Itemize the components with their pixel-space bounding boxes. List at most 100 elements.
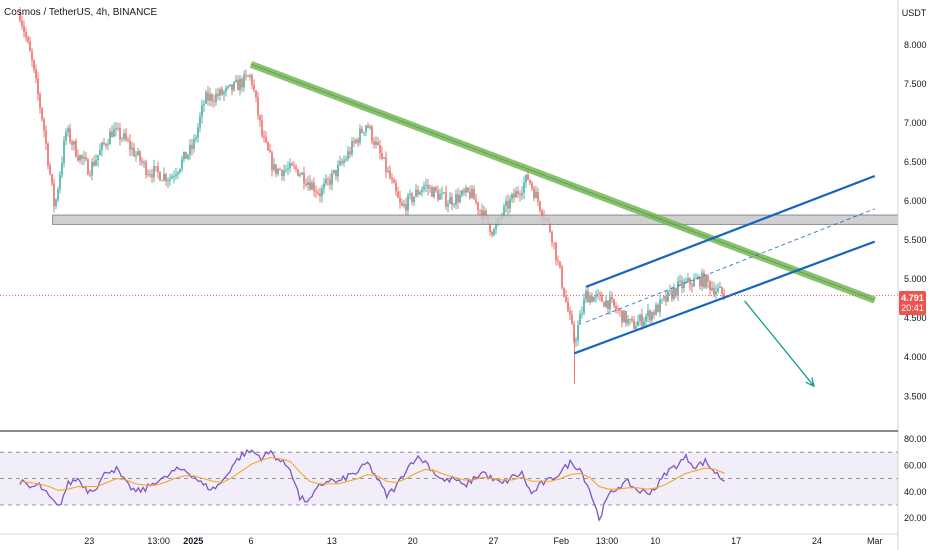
candle-body	[131, 147, 133, 150]
candle-body	[549, 221, 551, 232]
candle-body	[55, 199, 57, 207]
rsi-tick-label-3: 20.00	[904, 513, 927, 523]
candle-body	[691, 284, 693, 287]
candle-body	[421, 189, 423, 193]
candle-body	[19, 13, 21, 21]
candle-body	[565, 296, 567, 302]
candle-body	[333, 170, 335, 173]
candle-body	[375, 141, 377, 145]
candle-body	[517, 191, 519, 195]
candle-body	[427, 184, 429, 189]
descending-trendline-core	[250, 63, 875, 301]
x-tick-label-10: 17	[731, 536, 741, 546]
candle-body	[493, 229, 495, 235]
y-tick-label-2: 7.000	[904, 118, 927, 128]
candle-body	[51, 174, 53, 184]
candle-body	[195, 137, 197, 140]
candle-body	[523, 182, 525, 193]
candle-body	[73, 141, 75, 145]
candle-body	[661, 298, 663, 300]
candle-body	[597, 293, 599, 295]
candle-body	[327, 178, 329, 180]
candle-body	[67, 128, 69, 132]
candle-body	[35, 69, 37, 79]
candle-body	[701, 272, 703, 287]
x-tick-label-7: Feb	[554, 536, 570, 546]
candle-body	[381, 153, 383, 159]
candle-body	[509, 199, 511, 209]
candle-body	[653, 311, 655, 315]
candle-body	[177, 172, 179, 175]
candle-body	[23, 25, 25, 33]
candle-body	[443, 192, 445, 194]
candle-body	[101, 142, 103, 150]
candle-body	[647, 310, 649, 317]
candle-body	[331, 172, 333, 185]
candle-body	[675, 287, 677, 296]
candle-body	[145, 162, 147, 176]
y-tick-label-6: 5.000	[904, 274, 927, 284]
candle-body	[219, 89, 221, 96]
candle-body	[709, 281, 711, 290]
rsi-tick-label-1: 60.00	[904, 460, 927, 470]
candle-body	[159, 172, 161, 181]
candle-body	[573, 324, 575, 342]
x-tick-label-4: 13	[327, 536, 337, 546]
candle-body	[181, 159, 183, 169]
candle-body	[65, 131, 67, 141]
candle-body	[27, 37, 29, 42]
candle-body	[229, 84, 231, 87]
candle-body	[463, 190, 465, 193]
candle-body	[669, 290, 671, 292]
currency-text: USDT	[902, 8, 927, 18]
candle-body	[279, 168, 281, 171]
candle-body	[89, 174, 91, 176]
candle-body	[305, 183, 307, 186]
candle-body	[123, 133, 125, 139]
candle-body	[93, 161, 95, 166]
candle-body	[601, 294, 603, 302]
candle-body	[429, 187, 431, 189]
candle-body	[581, 312, 583, 314]
candle-body	[575, 340, 577, 342]
candle-body	[655, 304, 657, 315]
candle-body	[385, 157, 387, 172]
candle-body	[21, 20, 23, 26]
candle-body	[193, 139, 195, 149]
projection-arrow-shaft	[744, 300, 815, 387]
candle-body	[109, 131, 111, 145]
candle-body	[267, 142, 269, 151]
rsi-layer	[0, 449, 898, 522]
candle-body	[699, 276, 701, 287]
candle-body	[693, 278, 695, 287]
candle-body	[151, 174, 153, 178]
candle-body	[683, 281, 685, 289]
candle-body	[97, 155, 99, 161]
candle-body	[341, 161, 343, 163]
candle-body	[551, 231, 553, 243]
candle-body	[465, 187, 467, 193]
currency-label: USDT	[902, 8, 927, 18]
candle-body	[451, 197, 453, 205]
candle-body	[263, 135, 265, 138]
candle-body	[491, 232, 493, 235]
candle-body	[377, 141, 379, 145]
candle-body	[323, 183, 325, 189]
candle-body	[643, 321, 645, 326]
candle-body	[587, 290, 589, 303]
candle-body	[221, 89, 223, 95]
candle-body	[519, 194, 521, 196]
candle-body	[409, 193, 411, 196]
candle-body	[179, 168, 181, 173]
candle-body	[471, 188, 473, 198]
candle-body	[389, 170, 391, 179]
candle-body	[469, 191, 471, 198]
candle-body	[163, 174, 165, 181]
candle-body	[111, 131, 113, 137]
candle-body	[623, 310, 625, 323]
candle-body	[717, 287, 719, 292]
candle-body	[39, 94, 41, 108]
candle-body	[505, 200, 507, 207]
candle-body	[317, 192, 319, 194]
